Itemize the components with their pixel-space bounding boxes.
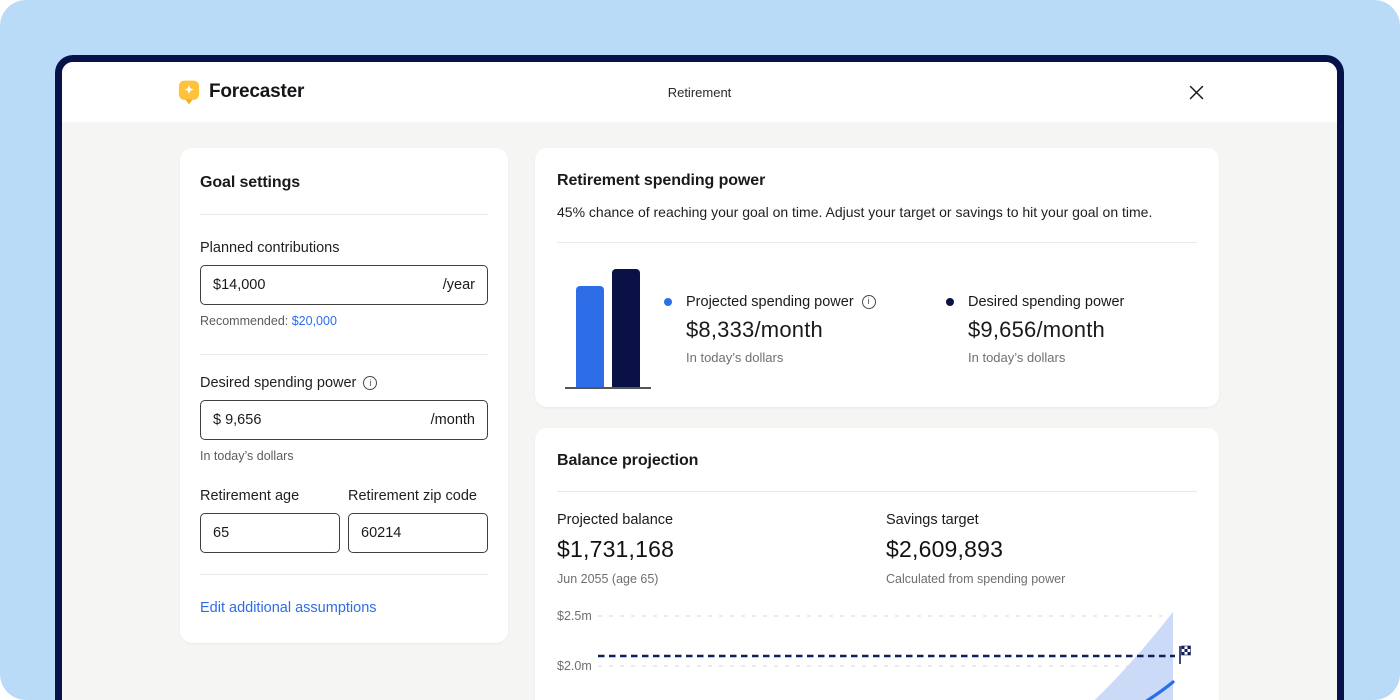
recommended-prefix: Recommended: (200, 314, 292, 328)
edit-additional-assumptions-link[interactable]: Edit additional assumptions (200, 600, 377, 616)
retirement-age-label: Retirement age (200, 488, 300, 504)
planned-contributions-suffix: /year (442, 277, 475, 293)
desired-spending-power-suffix: /month (430, 412, 475, 428)
spending-power-title: Retirement spending power (557, 172, 766, 189)
balance-projection-card: Balance projection Projected balance $1,… (535, 427, 1219, 700)
retirement-zip-field (348, 513, 488, 553)
age-zip-row: Retirement age Retirement zip code (200, 488, 488, 553)
projection-band (1094, 611, 1173, 700)
goal-settings-card: Goal settings Planned contributions /yea… (180, 148, 508, 643)
forecaster-modal: Forecaster Retirement Goal settings Plan… (55, 55, 1344, 700)
planned-contributions-label: Planned contributions (200, 240, 340, 256)
retirement-zip-label: Retirement zip code (348, 488, 477, 504)
close-icon[interactable] (1182, 78, 1210, 106)
y-tick-2-0m: $2.0m (557, 659, 592, 673)
desired-spending-power-label: Desired spending power i (200, 375, 488, 391)
divider (557, 490, 1197, 492)
todays-dollars-helper: In today’s dollars (200, 449, 294, 463)
projected-balance-note: Jun 2055 (age 65) (557, 571, 659, 586)
recommended-helper: Recommended: $20,000 (200, 314, 488, 328)
modal-header: Forecaster Retirement (62, 62, 1337, 122)
forecaster-logo-icon (178, 79, 200, 106)
info-icon[interactable]: i (363, 376, 378, 390)
projected-legend-dot (664, 297, 672, 306)
projected-spending-note: In today’s dollars (686, 349, 784, 365)
desired-spending-legend: Desired spending power $9,656/month In t… (946, 294, 1124, 389)
divider (557, 241, 1197, 243)
spending-power-row: Projected spending power i $8,333/month … (557, 267, 1197, 389)
projected-spending-legend: Projected spending power i $8,333/month … (664, 294, 946, 389)
divider (200, 214, 488, 215)
desired-spending-power-input[interactable] (213, 412, 431, 428)
projected-balance-stat: Projected balance $1,731,168 Jun 2055 (a… (557, 512, 886, 586)
modal-body: Goal settings Planned contributions /yea… (62, 122, 1337, 700)
projected-legend-label: Projected spending power (686, 293, 854, 310)
projected-balance-label: Projected balance (557, 511, 674, 528)
divider (200, 574, 488, 575)
desired-legend-label: Desired spending power (968, 293, 1125, 310)
divider (200, 354, 488, 355)
projected-balance-value: $1,731,168 (557, 535, 675, 562)
savings-target-stat: Savings target $2,609,893 Calculated fro… (886, 512, 1065, 586)
projected-spending-value: $8,333/month (686, 316, 823, 342)
brand: Forecaster (178, 79, 304, 106)
projected-balance-line (1145, 680, 1175, 700)
retirement-zip-input[interactable] (361, 525, 475, 541)
balance-stats-row: Projected balance $1,731,168 Jun 2055 (a… (557, 512, 1197, 586)
y-tick-2-5m: $2.5m (557, 609, 592, 623)
desired-spending-note: In today’s dollars (968, 349, 1066, 365)
spending-power-subtitle: 45% chance of reaching your goal on time… (557, 204, 1153, 220)
planned-contributions-input[interactable] (213, 277, 443, 293)
planned-contributions-field: /year (200, 265, 488, 305)
info-icon[interactable]: i (861, 294, 876, 309)
balance-projection-title: Balance projection (557, 451, 699, 469)
projected-bar (576, 285, 604, 387)
desired-spending-value: $9,656/month (968, 316, 1105, 342)
retirement-age-input[interactable] (213, 525, 327, 541)
savings-target-label: Savings target (886, 511, 979, 528)
spending-power-card: Retirement spending power 45% chance of … (535, 148, 1219, 407)
savings-target-note: Calculated from spending power (886, 571, 1066, 586)
recommended-amount-link[interactable]: $20,000 (291, 314, 337, 328)
desired-bar (612, 268, 640, 387)
retirement-age-field (200, 513, 340, 553)
savings-target-value: $2,609,893 (886, 535, 1004, 562)
app-name: Forecaster (209, 81, 305, 102)
desired-legend-dot (946, 297, 954, 306)
goal-settings-title: Goal settings (200, 174, 301, 191)
spending-bars-icon (565, 267, 651, 389)
balance-projection-chart: $2.5m $2.0m (557, 600, 1197, 700)
right-column: Retirement spending power 45% chance of … (535, 148, 1219, 700)
desired-spending-power-field: /month (200, 400, 488, 440)
checkered-flag-icon (1179, 645, 1191, 664)
